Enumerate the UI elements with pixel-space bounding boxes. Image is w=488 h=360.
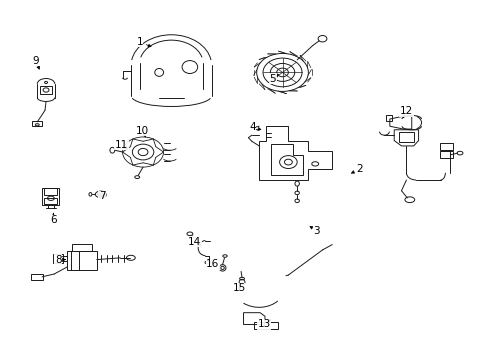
Text: 8: 8 bbox=[55, 255, 61, 265]
Text: 6: 6 bbox=[50, 215, 57, 225]
Bar bbox=[385, 116, 391, 121]
Bar bbox=[67, 251, 97, 270]
Bar bbox=[72, 244, 92, 251]
Text: 10: 10 bbox=[135, 126, 148, 135]
Text: 15: 15 bbox=[232, 283, 246, 293]
Bar bbox=[44, 188, 57, 195]
Text: 12: 12 bbox=[399, 106, 412, 116]
Text: 3: 3 bbox=[313, 226, 319, 236]
Bar bbox=[32, 121, 42, 126]
Bar bbox=[53, 254, 62, 263]
Bar bbox=[439, 143, 452, 149]
Bar bbox=[254, 321, 277, 329]
Bar bbox=[40, 86, 52, 94]
Bar bbox=[42, 188, 59, 206]
Text: 7: 7 bbox=[99, 191, 105, 201]
Bar bbox=[398, 132, 413, 142]
Bar bbox=[44, 198, 57, 204]
Text: 1: 1 bbox=[136, 37, 142, 47]
Bar bbox=[31, 274, 43, 280]
Text: 5: 5 bbox=[269, 74, 276, 84]
Bar bbox=[439, 151, 452, 158]
Text: 16: 16 bbox=[206, 259, 219, 269]
Text: 11: 11 bbox=[115, 140, 128, 150]
Text: 9: 9 bbox=[32, 56, 39, 66]
Text: 4: 4 bbox=[248, 122, 255, 132]
Text: 2: 2 bbox=[355, 164, 362, 174]
Text: 14: 14 bbox=[188, 237, 201, 247]
Text: 13: 13 bbox=[257, 319, 270, 329]
